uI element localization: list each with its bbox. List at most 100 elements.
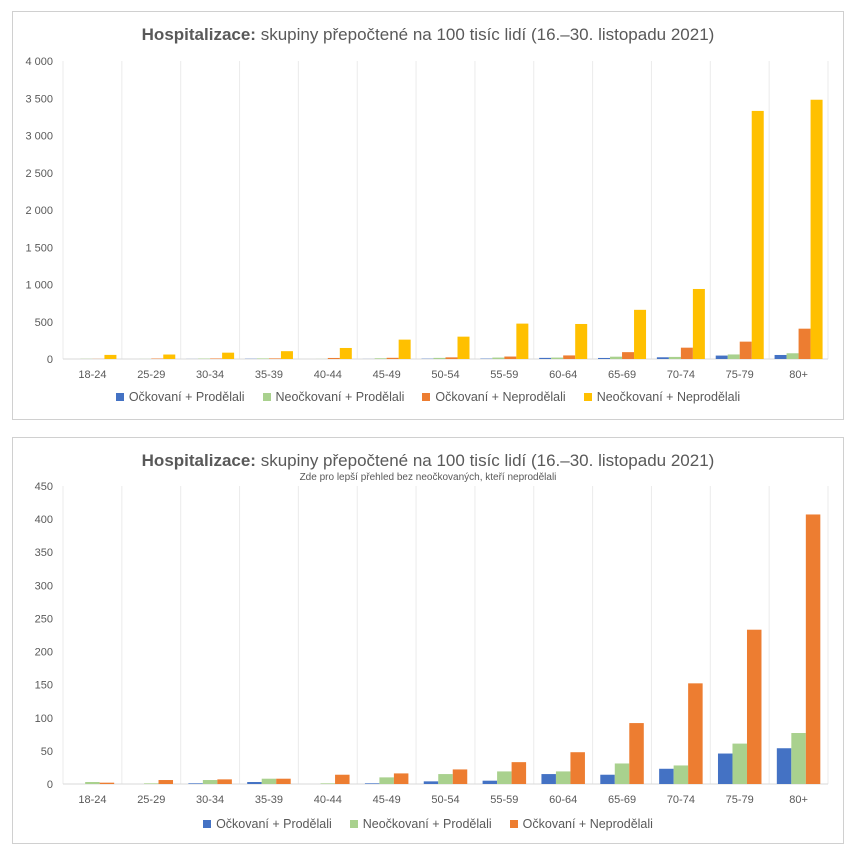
- x-tick-label: 55-59: [490, 794, 518, 806]
- bar-ockovani-neprodelali-35-39: [276, 778, 291, 784]
- bar-ockovani-prodelali-30-34: [188, 783, 203, 784]
- bar-ockovani-neprodelali-45-49: [386, 357, 399, 359]
- y-tick-label: 200: [35, 647, 53, 659]
- x-tick-label: 65-69: [608, 369, 636, 381]
- x-tick-label: 65-69: [608, 794, 636, 806]
- y-tick-label: 50: [41, 746, 53, 758]
- x-tick-label: 45-49: [373, 369, 401, 381]
- bar-ockovani-neprodelali-40-44: [327, 357, 340, 359]
- bar-ockovani-neprodelali-60-64: [563, 355, 576, 359]
- bar-neockovani-neprodelali-75-79: [751, 110, 764, 359]
- bar-ockovani-neprodelali-55-59: [504, 356, 517, 359]
- bar-ockovani-prodelali-75-79: [715, 355, 728, 359]
- y-tick-label: 350: [35, 547, 53, 559]
- bar-neockovani-prodelali-45-49: [374, 358, 387, 359]
- x-tick-label: 35-39: [255, 369, 283, 381]
- bar-neockovani-prodelali-50-54: [433, 357, 446, 359]
- x-tick-label: 60-64: [549, 369, 577, 381]
- chart-panel-all-groups: Hospitalizace: skupiny přepočtené na 100…: [12, 11, 844, 420]
- y-tick-label: 400: [35, 514, 53, 526]
- bar-neockovani-prodelali-35-39: [256, 358, 269, 359]
- y-tick-label: 4 000: [25, 56, 53, 68]
- bar-neockovani-neprodelali-50-54: [457, 336, 470, 359]
- bar-ockovani-prodelali-55-59: [482, 780, 498, 784]
- bar-neockovani-prodelali-55-59: [492, 357, 505, 359]
- bar-ockovani-prodelali-80: [774, 354, 787, 359]
- y-tick-label: 300: [35, 580, 53, 592]
- bar-neockovani-neprodelali-40-44: [339, 347, 352, 359]
- bar-ockovani-prodelali-65-69: [598, 357, 611, 359]
- y-tick-label: 1 500: [25, 242, 53, 254]
- legend-swatch: [422, 393, 431, 401]
- bar-neockovani-neprodelali-30-34: [222, 352, 235, 359]
- bar-neockovani-prodelali-60-64: [555, 771, 571, 784]
- bar-ockovani-neprodelali-30-34: [217, 779, 232, 784]
- bar-ockovani-neprodelali-35-39: [268, 358, 281, 359]
- bar-ockovani-neprodelali-65-69: [622, 352, 635, 359]
- y-tick-label: 0: [47, 354, 53, 366]
- bar-ockovani-prodelali-45-49: [364, 783, 380, 784]
- bar-neockovani-prodelali-30-34: [202, 780, 218, 784]
- x-tick-label: 25-29: [137, 369, 165, 381]
- bar-neockovani-prodelali-65-69: [614, 763, 630, 784]
- x-tick-label: 35-39: [255, 794, 283, 806]
- bar-neockovani-prodelali-40-44: [320, 783, 336, 784]
- bar-neockovani-neprodelali-45-49: [398, 339, 411, 359]
- bar-ockovani-prodelali-60-64: [539, 357, 552, 359]
- x-tick-label: 70-74: [667, 794, 695, 806]
- y-tick-label: 2 000: [25, 205, 53, 217]
- bar-neockovani-prodelali-70-74: [668, 356, 681, 359]
- legend-swatch: [349, 820, 358, 828]
- x-tick-label: 60-64: [549, 794, 577, 806]
- bar-neockovani-prodelali-45-49: [379, 777, 394, 784]
- bar-ockovani-neprodelali-80: [798, 328, 811, 359]
- legend-item-ockovani-prodelali: Očkovaní + Prodělali: [203, 817, 332, 831]
- bar-neockovani-neprodelali-80: [810, 99, 823, 360]
- bar-ockovani-prodelali-50-54: [423, 781, 439, 784]
- bar-ockovani-prodelali-70-74: [656, 357, 669, 359]
- bar-neockovani-prodelali-55-59: [497, 771, 512, 784]
- bar-neockovani-prodelali-70-74: [673, 765, 689, 784]
- bar-ockovani-prodelali-70-74: [659, 768, 674, 784]
- bar-chart-all-groups: 0 500 1 000 1 500 2 000 2 500 3 000 3 500 4 000 1…: [25, 56, 829, 381]
- bar-neockovani-neprodelali-18-24: [104, 354, 117, 359]
- x-tick-label: 55-59: [490, 369, 518, 381]
- x-tick-label: 25-29: [137, 794, 165, 806]
- bar-ockovani-neprodelali-50-54: [452, 769, 468, 784]
- chart-subtitle: Zde pro lepší přehled bez neočkovaných, …: [299, 472, 557, 483]
- x-tick-label: 18-24: [78, 369, 106, 381]
- bar-ockovani-neprodelali-25-29: [158, 780, 174, 784]
- legend-swatch: [509, 820, 518, 828]
- bar-ockovani-neprodelali-40-44: [335, 774, 350, 784]
- y-tick-label: 3 500: [25, 93, 53, 105]
- bar-ockovani-neprodelali-55-59: [511, 762, 527, 784]
- x-tick-label: 80+: [789, 369, 808, 381]
- bar-neockovani-neprodelali-25-29: [163, 354, 176, 359]
- y-tick-label: 0: [47, 779, 53, 791]
- x-tick-label: 50-54: [431, 369, 459, 381]
- x-tick-label: 40-44: [314, 794, 342, 806]
- x-tick-label: 18-24: [78, 794, 106, 806]
- bar-neockovani-prodelali-60-64: [551, 357, 564, 359]
- bar-neockovani-prodelali-18-24: [85, 782, 100, 784]
- bar-chart-without-unvaccinated: 0 50 100 150 200 250 300 350 400 450 18-24 25-29 30-…: [35, 481, 829, 806]
- x-tick-label: 75-79: [726, 369, 754, 381]
- bar-ockovani-neprodelali-50-54: [445, 357, 458, 359]
- bar-ockovani-neprodelali-70-74: [688, 683, 703, 784]
- bar-neockovani-neprodelali-60-64: [575, 323, 588, 359]
- bar-ockovani-neprodelali-65-69: [629, 723, 644, 784]
- legend-item-neockovani-neprodelali: Neočkovaní + Neprodělali: [583, 390, 740, 404]
- bar-ockovani-neprodelali-45-49: [393, 773, 409, 784]
- legend-item-ockovani-prodelali: Očkovaní + Prodělali: [115, 390, 245, 404]
- chart-title: Hospitalizace: skupiny přepočtené na 100…: [141, 451, 715, 470]
- bar-neockovani-prodelali-25-29: [144, 783, 159, 784]
- y-tick-label: 150: [35, 680, 53, 692]
- y-tick-label: 500: [35, 317, 53, 329]
- legend-label: Neočkovaní + Prodělali: [275, 390, 405, 404]
- legend-swatch: [583, 393, 592, 401]
- bar-ockovani-neprodelali-60-64: [570, 752, 585, 784]
- x-tick-label: 80+: [789, 794, 808, 806]
- bar-neockovani-prodelali-65-69: [610, 356, 623, 359]
- y-tick-label: 100: [35, 713, 53, 725]
- legend-swatch: [203, 820, 212, 828]
